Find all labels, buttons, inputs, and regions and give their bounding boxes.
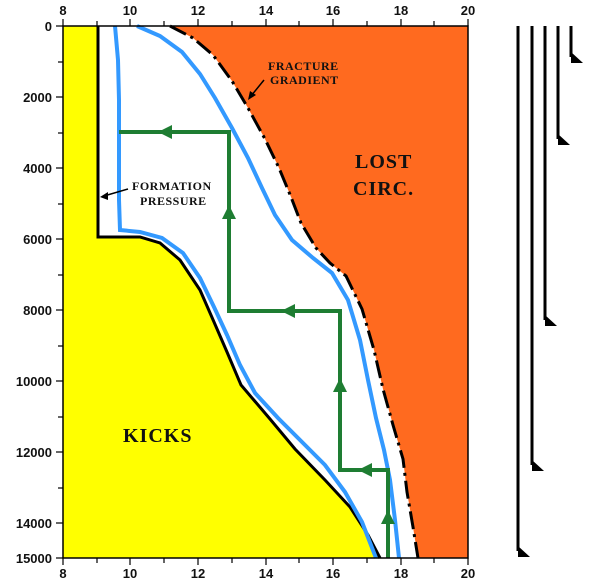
y-tick-10000: 10000 (16, 374, 52, 389)
formation-pressure-line (96, 26, 382, 559)
x-tick-marks (62, 19, 469, 565)
casing-shoe-4 (558, 134, 570, 145)
x-top-tick-16: 16 (326, 3, 340, 18)
kick-margin-curve (113, 25, 378, 559)
x-top-tick-8: 8 (59, 3, 66, 18)
casing-schematic (516, 26, 573, 551)
kicks-region (63, 26, 380, 558)
x-top-tick-18: 18 (394, 3, 408, 18)
y-tick-2000: 2000 (23, 90, 52, 105)
arrow-left-12500 (358, 463, 372, 477)
x-bottom-tick-20: 20 (461, 566, 475, 581)
arrow-left-3000 (158, 125, 172, 139)
x-bottom-tick-12: 12 (191, 566, 205, 581)
y-tick-15000: 15000 (16, 551, 52, 566)
formation-label-line1: FORMATION (132, 179, 212, 193)
y-tick-14000: 14000 (16, 516, 52, 531)
lost-circulation-label-line2: CIRC. (353, 178, 414, 200)
y-tick-8000: 8000 (23, 303, 52, 318)
y-tick-4000: 4000 (23, 161, 52, 176)
casing-design-path (119, 130, 390, 558)
y-tick-6000: 6000 (23, 232, 52, 247)
x-bottom-tick-8: 8 (59, 566, 66, 581)
lost-circulation-label-line1: LOST (355, 151, 412, 173)
arrow-up-lower (381, 510, 395, 524)
kicks-label: KICKS (123, 425, 192, 447)
casing-shoe-1 (518, 546, 530, 557)
casing-shoe-2 (532, 460, 544, 471)
x-bottom-tick-18: 18 (394, 566, 408, 581)
y-tick-12000: 12000 (16, 445, 52, 460)
x-bottom-tick-14: 14 (259, 566, 274, 581)
fracture-margin-curve (136, 24, 401, 559)
x-bottom-tick-10: 10 (123, 566, 137, 581)
casing-shoe-5 (571, 52, 583, 63)
arrow-left-8000 (281, 304, 295, 318)
x-top-tick-20: 20 (461, 3, 475, 18)
x-top-tick-14: 14 (259, 3, 274, 18)
formation-leader-arrow (100, 192, 108, 200)
x-top-tick-12: 12 (191, 3, 205, 18)
casing-shoes (518, 52, 583, 557)
casing-shoe-3 (545, 315, 557, 326)
fracture-gradient-line (169, 24, 420, 559)
arrow-up-upper (222, 205, 236, 219)
fracture-label-line1: FRACTURE (268, 59, 339, 73)
y-tick-0: 0 (45, 19, 52, 34)
x-bottom-tick-16: 16 (326, 566, 340, 581)
arrow-up-middle (333, 378, 347, 392)
y-tick-marks (56, 25, 63, 559)
formation-label-line2: PRESSURE (140, 194, 207, 208)
fracture-leader-arrow (248, 91, 256, 100)
fracture-label-line2: GRADIENT (270, 73, 339, 87)
x-top-tick-10: 10 (123, 3, 137, 18)
